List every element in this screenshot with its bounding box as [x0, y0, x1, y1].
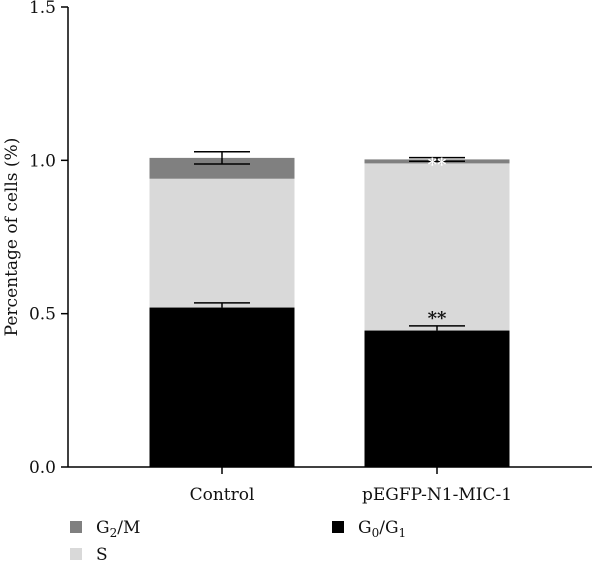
y-tick-label: 0.0	[29, 458, 56, 478]
legend-label: G0/G1	[358, 518, 406, 540]
legend-text-rest: /M	[117, 518, 140, 538]
legend-text-sub: 1	[399, 526, 407, 540]
bar-control-g2-m	[149, 157, 295, 179]
legend-text-sub: 0	[372, 526, 380, 540]
y-axis-label: Percentage of cells (%)	[2, 138, 22, 337]
bar-control-s	[149, 178, 295, 308]
legend-text-main: S	[96, 545, 108, 565]
bars-layer	[149, 157, 510, 467]
y-tick-label: 1.0	[29, 151, 56, 171]
legend-text-sub: 2	[110, 526, 118, 540]
axes-layer: 0.0 0.5 1.0 1.5 Control pEGFP-N1-MIC-1	[29, 0, 592, 505]
significance-layer: ** **	[428, 155, 447, 329]
bar-control-g0-g1	[149, 307, 295, 467]
legend: G2/M G0/G1S	[70, 518, 406, 565]
legend-swatch	[332, 521, 344, 533]
x-tick-label: Control	[190, 485, 255, 505]
legend-swatch	[70, 548, 82, 560]
legend-text-main: G	[358, 518, 372, 538]
legend-text-main: G	[96, 518, 110, 538]
significance-marker: **	[428, 155, 447, 176]
legend-item: G2/M	[70, 518, 140, 540]
y-tick-label: 1.5	[29, 0, 56, 18]
legend-text-rest: /G	[379, 518, 398, 538]
error-bars-layer	[194, 150, 465, 331]
legend-item: G0/G1	[332, 518, 406, 540]
legend-item: S	[70, 545, 108, 565]
bar-pegfp-n1-mic-1-s	[364, 163, 510, 331]
legend-label: G2/M	[96, 518, 140, 540]
legend-label: S	[96, 545, 108, 565]
significance-marker: **	[428, 308, 447, 329]
bar-pegfp-n1-mic-1-g0-g1	[364, 330, 510, 467]
legend-swatch	[70, 521, 82, 533]
x-tick-label: pEGFP-N1-MIC-1	[362, 485, 512, 505]
y-tick-label: 0.5	[29, 305, 56, 325]
